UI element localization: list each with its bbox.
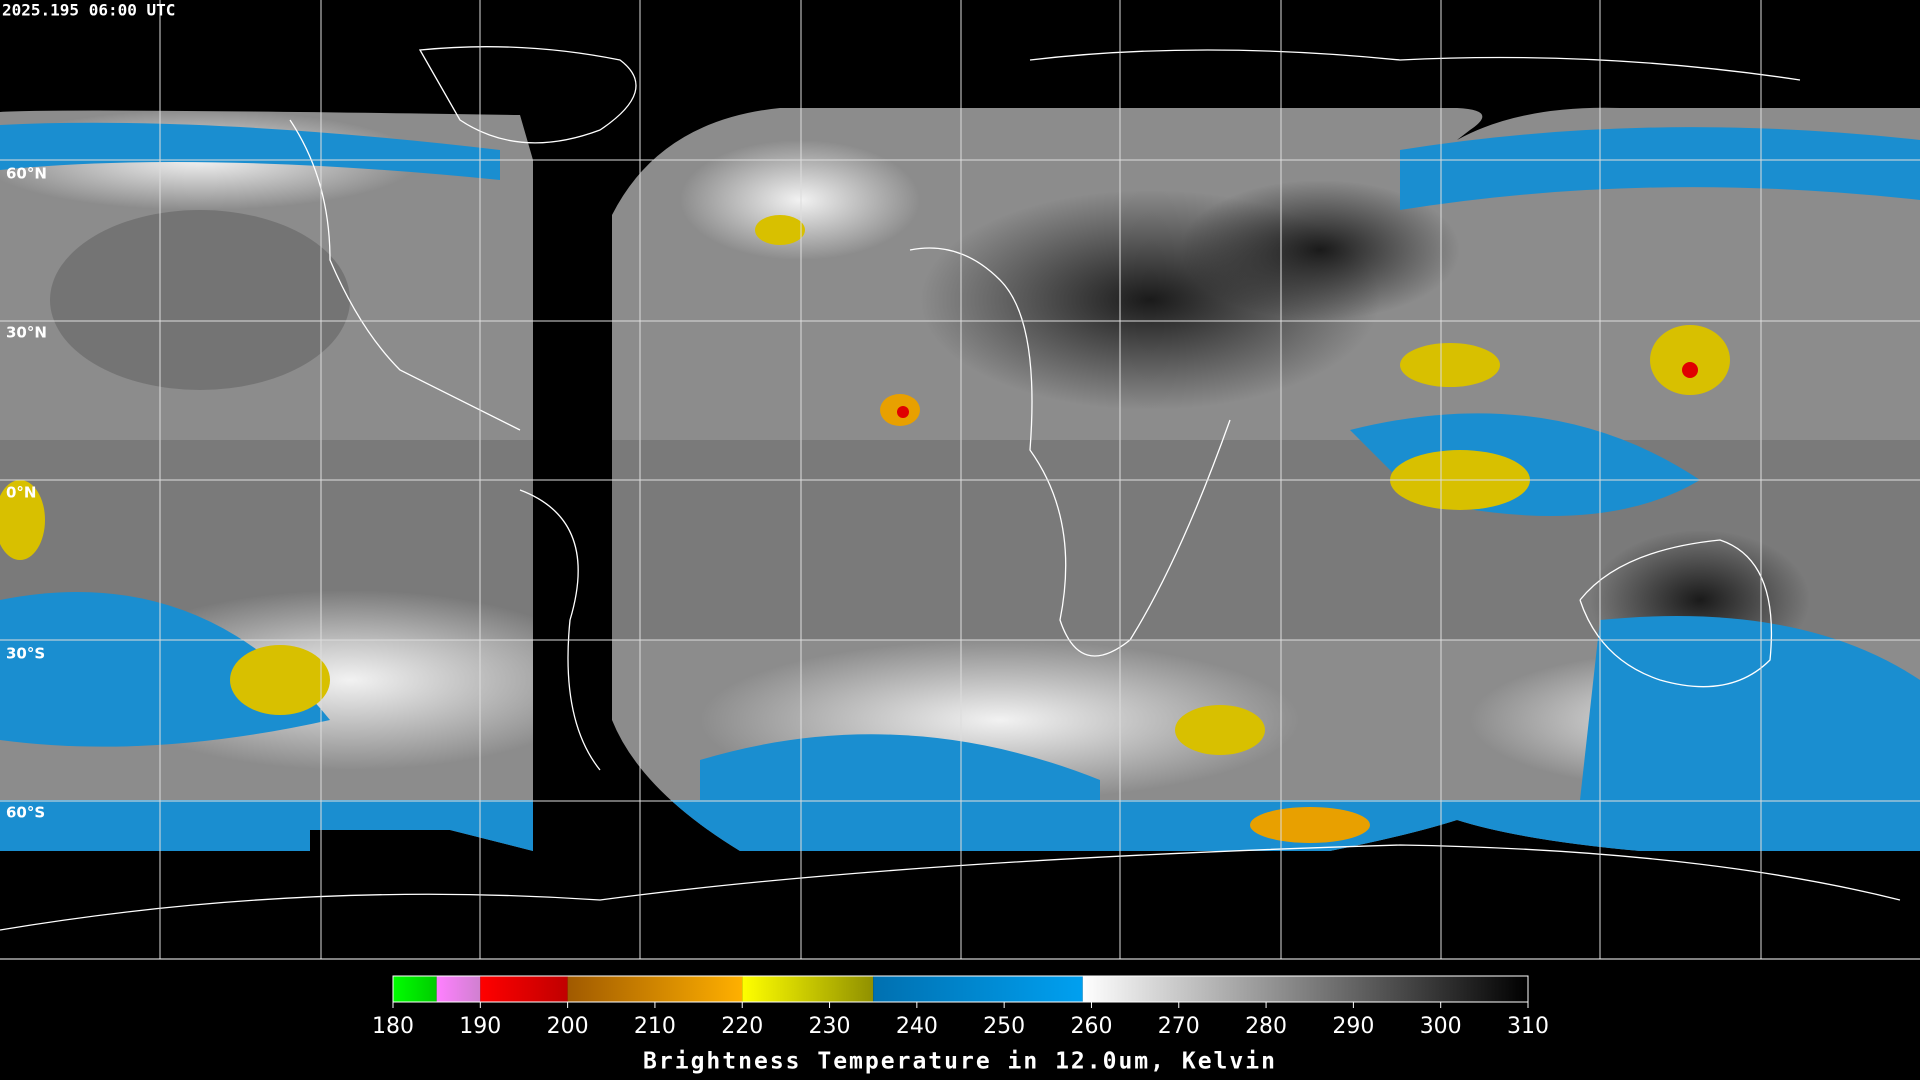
colorbar-tick-label: 220 — [721, 1014, 763, 1039]
graticule — [0, 0, 1920, 960]
colorbar: 180 190 200 210 220 230 240 250 260 270 280 290 300 3… — [372, 975, 1549, 1039]
colorbar-segment — [480, 976, 568, 1002]
colorbar-segment — [393, 976, 437, 1002]
colorbar-tick-label: 260 — [1070, 1014, 1112, 1039]
colorbar-frame — [392, 975, 1529, 1003]
colorbar-tick-label: 290 — [1332, 1014, 1374, 1039]
colorbar-tick-label: 270 — [1158, 1014, 1200, 1039]
timestamp: 2025.195 06:00 UTC — [2, 1, 175, 20]
colorbar-tick-label: 180 — [372, 1014, 414, 1039]
colorbar-title: Brightness Temperature in 12.0um, Kelvin — [643, 1049, 1277, 1075]
colorbar-tick-label: 310 — [1507, 1014, 1549, 1039]
latitude-label: 60°N — [6, 165, 47, 183]
colorbar-tick-label: 250 — [983, 1014, 1025, 1039]
latitude-label: 0°N — [6, 484, 37, 502]
colorbar-segment — [567, 976, 743, 1002]
colorbar-segment — [873, 976, 1083, 1002]
colorbar-segment — [1082, 976, 1528, 1002]
colorbar-segment — [436, 976, 481, 1002]
latitude-label: 60°S — [6, 804, 45, 822]
colorbar-tick-label: 300 — [1420, 1014, 1462, 1039]
colorbar-tick-label: 230 — [809, 1014, 851, 1039]
latitude-label: 30°N — [6, 324, 47, 342]
colorbar-tick-label: 190 — [459, 1014, 501, 1039]
colorbar-tick-label: 200 — [547, 1014, 589, 1039]
colorbar-tick-label: 240 — [896, 1014, 938, 1039]
coastlines — [0, 46, 1901, 931]
latitude-label: 30°S — [6, 645, 45, 663]
colorbar-tick-label: 280 — [1245, 1014, 1287, 1039]
colorbar-segment — [742, 976, 874, 1002]
colorbar-tick-label: 210 — [634, 1014, 676, 1039]
